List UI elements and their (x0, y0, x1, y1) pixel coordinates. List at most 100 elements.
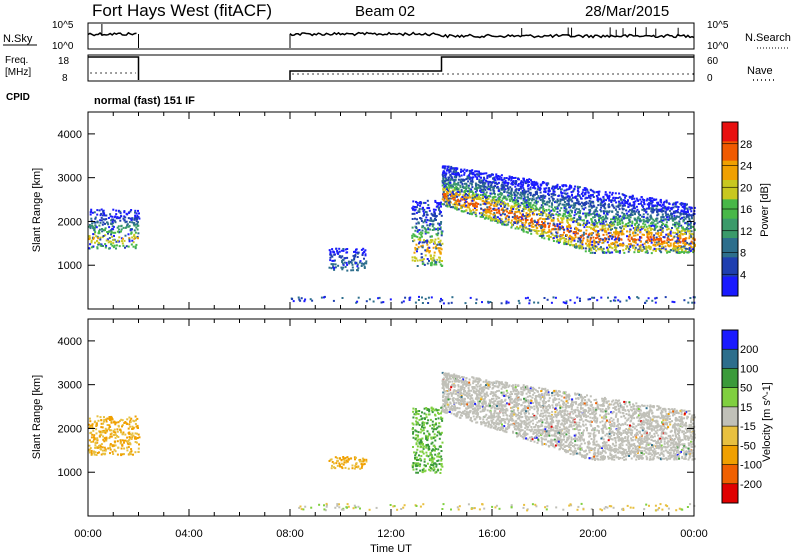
echo-cell (467, 184, 470, 187)
echo-cell (481, 215, 484, 218)
echo-cell (661, 247, 664, 250)
echo-cell (414, 456, 416, 459)
echo-cell (593, 244, 596, 247)
echo-cell (537, 186, 540, 189)
echo-cell (486, 177, 489, 180)
echo-cell (492, 213, 495, 216)
echo-cell (545, 215, 548, 218)
echo-cell (519, 193, 522, 196)
ground-scatter-cell (637, 297, 640, 300)
echo-cell (351, 263, 354, 266)
echo-cell (682, 206, 685, 209)
echo-cell (625, 212, 628, 215)
ground-scatter-cell (487, 300, 490, 303)
echo-cell (439, 263, 442, 266)
echo-cell (412, 240, 415, 243)
ground-scatter-cell (647, 297, 650, 300)
echo-cell (683, 250, 686, 253)
echo-cell (526, 200, 529, 203)
echo-cell (431, 259, 434, 262)
echo-cell (492, 180, 495, 183)
noise-traces (87, 24, 695, 48)
echo-cell (477, 183, 480, 186)
echo-cell (340, 462, 343, 465)
echo-cell (90, 454, 93, 456)
echo-cell (557, 195, 560, 197)
echo-cell (684, 237, 687, 240)
echo-cell (479, 189, 482, 192)
echo-cell (418, 242, 420, 245)
y-tick-label: 1000 (58, 260, 82, 272)
echo-cell (429, 223, 432, 225)
echo-cell (451, 194, 454, 197)
echo-cell (423, 458, 426, 461)
echo-cell (499, 203, 502, 205)
echo-cell (431, 225, 434, 228)
echo-cell (525, 206, 528, 209)
echo-cell (495, 198, 498, 201)
echo-cell (611, 203, 614, 206)
echo-cell (136, 223, 139, 225)
echo-cell (331, 461, 334, 463)
echo-cell (429, 235, 432, 238)
echo-cell (683, 238, 686, 241)
echo-cell (559, 213, 562, 216)
echo-cell (601, 201, 604, 204)
echo-cell (613, 223, 616, 226)
echo-cell (134, 236, 137, 239)
echo-cell (412, 407, 415, 410)
echo-cell (97, 243, 100, 246)
echo-cell (595, 214, 598, 217)
echo-cell (430, 459, 433, 462)
echo-cell (492, 173, 494, 176)
echo-cell (121, 444, 124, 447)
ground-scatter-cell (404, 296, 407, 299)
echo-cell (442, 193, 445, 196)
echo-cell (665, 216, 668, 219)
echo-cell (422, 426, 425, 429)
echo-cell (526, 196, 529, 199)
ground-scatter-cell (600, 296, 603, 299)
echo-cell (656, 229, 659, 232)
echo-cell (518, 210, 520, 213)
echo-cell (633, 201, 636, 204)
echo-cell (620, 233, 623, 236)
echo-cell (88, 444, 91, 447)
echo-cell (433, 240, 436, 243)
echo-cell (636, 225, 639, 228)
echo-cell (559, 209, 561, 212)
echo-cell (666, 239, 669, 242)
echo-cell (677, 251, 680, 254)
echo-cell (681, 249, 684, 252)
echo-cell (529, 192, 532, 195)
echo-cell (431, 214, 434, 216)
echo-cell (441, 198, 444, 201)
echo-cell (420, 256, 423, 259)
echo-cell (430, 257, 432, 260)
echo-cell (689, 208, 692, 211)
echo-cell (471, 180, 474, 183)
beam-title: Beam 02 (355, 3, 415, 20)
echo-cell (497, 193, 500, 196)
echo-cell (645, 220, 648, 223)
echo-cell (677, 248, 680, 250)
echo-cell (617, 234, 620, 237)
echo-cell (684, 239, 687, 242)
echo-cell (528, 197, 531, 200)
echo-cell (562, 196, 565, 199)
echo-cell (643, 247, 646, 250)
echo-cell (481, 212, 484, 215)
echo-cell (674, 225, 677, 228)
echo-cell (682, 242, 685, 245)
echo-cell (414, 229, 417, 232)
echo-cell (529, 206, 532, 209)
echo-cell (627, 238, 630, 241)
echo-cell (482, 196, 484, 199)
echo-cell (587, 214, 590, 217)
echo-cell (569, 214, 572, 217)
echo-cell (548, 229, 551, 232)
echo-cell (545, 183, 548, 186)
echo-cell (493, 219, 496, 222)
echo-cell (646, 241, 649, 244)
echo-cell (524, 191, 527, 194)
